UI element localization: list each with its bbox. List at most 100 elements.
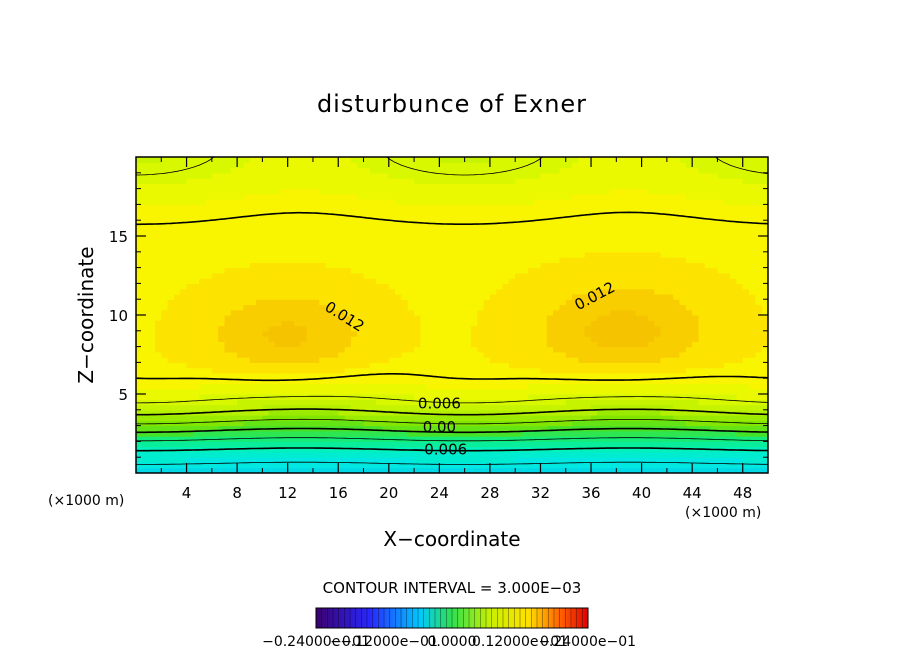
field-cell <box>376 330 384 337</box>
field-cell <box>508 346 516 353</box>
field-cell <box>515 336 523 342</box>
field-cell <box>578 272 586 279</box>
field-cell <box>584 157 592 163</box>
field-cell <box>319 230 327 237</box>
field-cell <box>610 457 617 464</box>
field-cell <box>622 293 630 300</box>
field-cell <box>136 446 143 453</box>
field-cell <box>401 204 409 211</box>
field-cell <box>452 357 459 363</box>
field-cell <box>433 288 440 295</box>
field-cell <box>534 315 542 321</box>
field-cell <box>546 467 554 473</box>
field-cell <box>199 262 207 269</box>
field-cell <box>496 199 504 205</box>
field-cell <box>388 220 396 227</box>
field-cell <box>622 178 630 184</box>
field-cell <box>546 199 554 205</box>
field-cell <box>572 467 579 473</box>
field-cell <box>268 388 276 395</box>
field-cell <box>407 204 415 211</box>
field-cell <box>237 199 245 205</box>
field-cell <box>275 257 282 263</box>
field-cell <box>515 325 523 332</box>
field-cell <box>142 188 150 195</box>
field-cell <box>205 278 213 284</box>
field-cell <box>237 267 245 274</box>
field-cell <box>559 457 567 464</box>
field-cell <box>540 162 548 169</box>
field-cell <box>319 167 327 174</box>
field-cell <box>584 178 592 184</box>
field-cell <box>477 436 485 442</box>
field-cell <box>243 451 251 458</box>
field-cell <box>237 378 245 385</box>
field-cell <box>363 404 371 411</box>
field-cell <box>262 199 270 205</box>
field-cell <box>369 304 377 311</box>
field-cell <box>218 415 226 421</box>
field-cell <box>357 325 365 332</box>
field-cell <box>635 220 643 227</box>
field-cell <box>426 257 434 263</box>
field-cell <box>350 357 358 363</box>
field-cell <box>382 283 390 290</box>
field-cell <box>376 441 384 448</box>
field-cell <box>376 251 384 258</box>
field-cell <box>502 178 510 184</box>
field-cell <box>306 351 314 358</box>
field-cell <box>420 394 428 400</box>
field-cell <box>338 409 346 416</box>
field-cell <box>369 399 377 406</box>
field-cell <box>192 467 200 473</box>
field-cell <box>603 346 611 353</box>
field-cell <box>382 430 390 437</box>
field-cell <box>515 346 523 353</box>
field-cell <box>294 372 301 379</box>
field-cell <box>496 251 504 258</box>
field-cell <box>515 257 523 263</box>
field-cell <box>173 336 181 342</box>
field-cell <box>256 315 263 321</box>
field-cell <box>597 399 605 406</box>
field-cell <box>603 409 611 416</box>
field-cell <box>300 457 308 464</box>
field-cell <box>489 178 497 184</box>
field-cell <box>445 467 453 473</box>
field-cell <box>230 293 238 300</box>
field-cell <box>205 346 213 353</box>
field-cell <box>136 425 143 432</box>
field-cell <box>395 246 403 253</box>
field-cell <box>477 241 485 248</box>
field-cell <box>306 325 314 332</box>
field-cell <box>287 346 295 353</box>
field-cell <box>281 441 289 448</box>
field-cell <box>148 462 156 469</box>
field-cell <box>647 251 655 258</box>
field-cell <box>654 462 662 469</box>
field-cell <box>401 293 409 300</box>
field-cell <box>565 462 573 469</box>
field-cell <box>395 272 403 279</box>
field-cell <box>546 267 554 274</box>
field-cell <box>426 251 434 258</box>
field-cell <box>325 214 333 221</box>
field-cell <box>142 272 150 279</box>
field-cell <box>597 330 605 337</box>
field-cell <box>502 346 510 353</box>
field-cell <box>401 399 409 406</box>
field-cell <box>452 188 459 195</box>
field-cell <box>243 309 251 316</box>
field-cell <box>527 367 535 374</box>
field-cell <box>395 383 403 390</box>
field-cell <box>256 257 263 263</box>
field-cell <box>287 315 295 321</box>
field-cell <box>218 341 226 348</box>
field-cell <box>173 315 181 321</box>
field-cell <box>414 430 421 437</box>
field-cell <box>312 451 320 458</box>
field-cell <box>211 220 219 227</box>
field-cell <box>553 325 561 332</box>
field-cell <box>243 436 251 442</box>
field-cell <box>654 178 662 184</box>
